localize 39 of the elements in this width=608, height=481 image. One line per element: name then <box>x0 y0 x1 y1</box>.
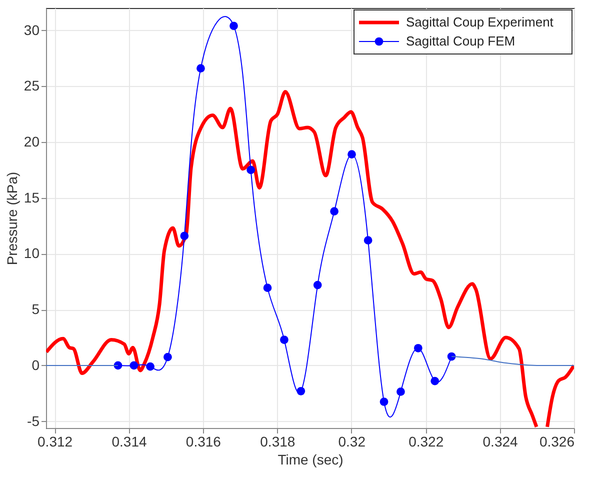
point <box>146 362 154 371</box>
point <box>130 361 138 370</box>
x-tick-label: 0.324 <box>482 434 518 450</box>
point <box>114 361 122 370</box>
point <box>164 352 172 362</box>
y-tick-label: 15 <box>24 189 40 206</box>
point <box>414 344 422 352</box>
y-tick-label: 30 <box>24 22 40 38</box>
point <box>263 284 272 292</box>
point <box>280 336 288 344</box>
y-tick-label: 25 <box>24 78 40 94</box>
x-tick-label: 0.318 <box>260 434 296 450</box>
point <box>330 207 338 216</box>
point <box>296 386 306 396</box>
x-tick-label: 0.314 <box>112 434 147 450</box>
y-tick-label: 10 <box>24 245 40 262</box>
y-tick-label: 20 <box>24 134 40 150</box>
x-tick-label: 0.322 <box>408 434 444 450</box>
point <box>380 398 388 406</box>
legend-label: Sagittal Coup Experiment <box>406 14 554 30</box>
point <box>180 232 189 240</box>
point <box>364 236 372 245</box>
x-axis-title: Time (sec) <box>278 452 344 468</box>
x-tick-label: 0.312 <box>38 434 73 450</box>
point <box>313 280 322 290</box>
point <box>430 376 440 386</box>
point <box>348 150 356 159</box>
point <box>230 22 238 30</box>
point <box>196 64 205 72</box>
y-axis-title: Pressure (kPa) <box>4 172 20 266</box>
y-tick-label: -5 <box>27 412 40 429</box>
x-tick-label: 0.316 <box>186 434 222 450</box>
x-tick-label: 0.326 <box>539 434 575 450</box>
x-tick-label: 0.32 <box>338 434 366 450</box>
y-tick-label: 5 <box>32 301 40 318</box>
point <box>246 166 255 174</box>
y-tick-label: 0 <box>32 356 40 373</box>
legend-label: Sagittal Coup FEM <box>406 34 516 48</box>
point <box>396 388 405 396</box>
